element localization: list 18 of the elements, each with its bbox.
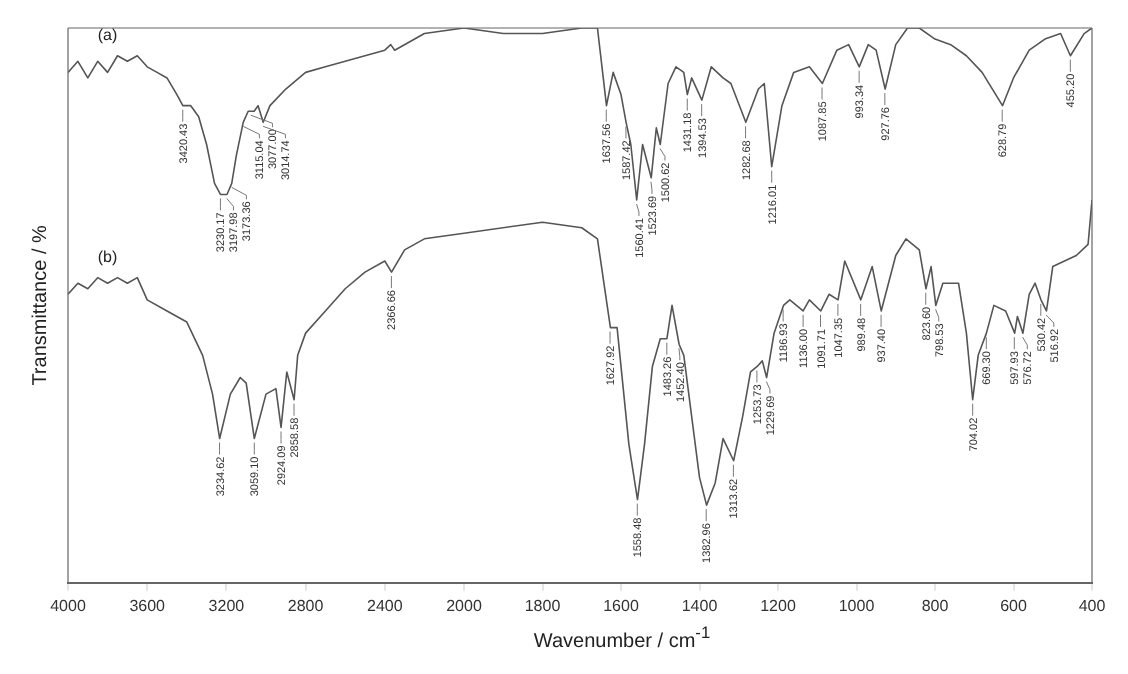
x-tick-label: 600 <box>1000 596 1028 615</box>
series-label: (a) <box>97 25 118 44</box>
y-axis-title: Transmittance / % <box>29 224 52 386</box>
x-tick-label: 2400 <box>367 596 404 615</box>
x-tick-label: 3600 <box>129 596 167 615</box>
x-tick-label: 2000 <box>446 596 483 615</box>
x-tick-label: 1400 <box>681 596 719 615</box>
x-tick-label: 4000 <box>50 596 87 615</box>
x-tick-label: 400 <box>1078 596 1107 615</box>
series-label: (b) <box>97 247 118 266</box>
x-tick-label: 800 <box>921 596 950 615</box>
x-tick-label: 1000 <box>838 596 876 615</box>
x-tick-label: 1200 <box>760 596 797 615</box>
x-tick-label: 3200 <box>208 596 246 615</box>
x-tick-label: 1600 <box>603 596 640 615</box>
x-axis-title: Wavenumber / cm$^{-1}$ <box>531 622 713 653</box>
x-tick-label: 2800 <box>287 596 325 615</box>
x-tick-label: 1800 <box>524 596 562 615</box>
